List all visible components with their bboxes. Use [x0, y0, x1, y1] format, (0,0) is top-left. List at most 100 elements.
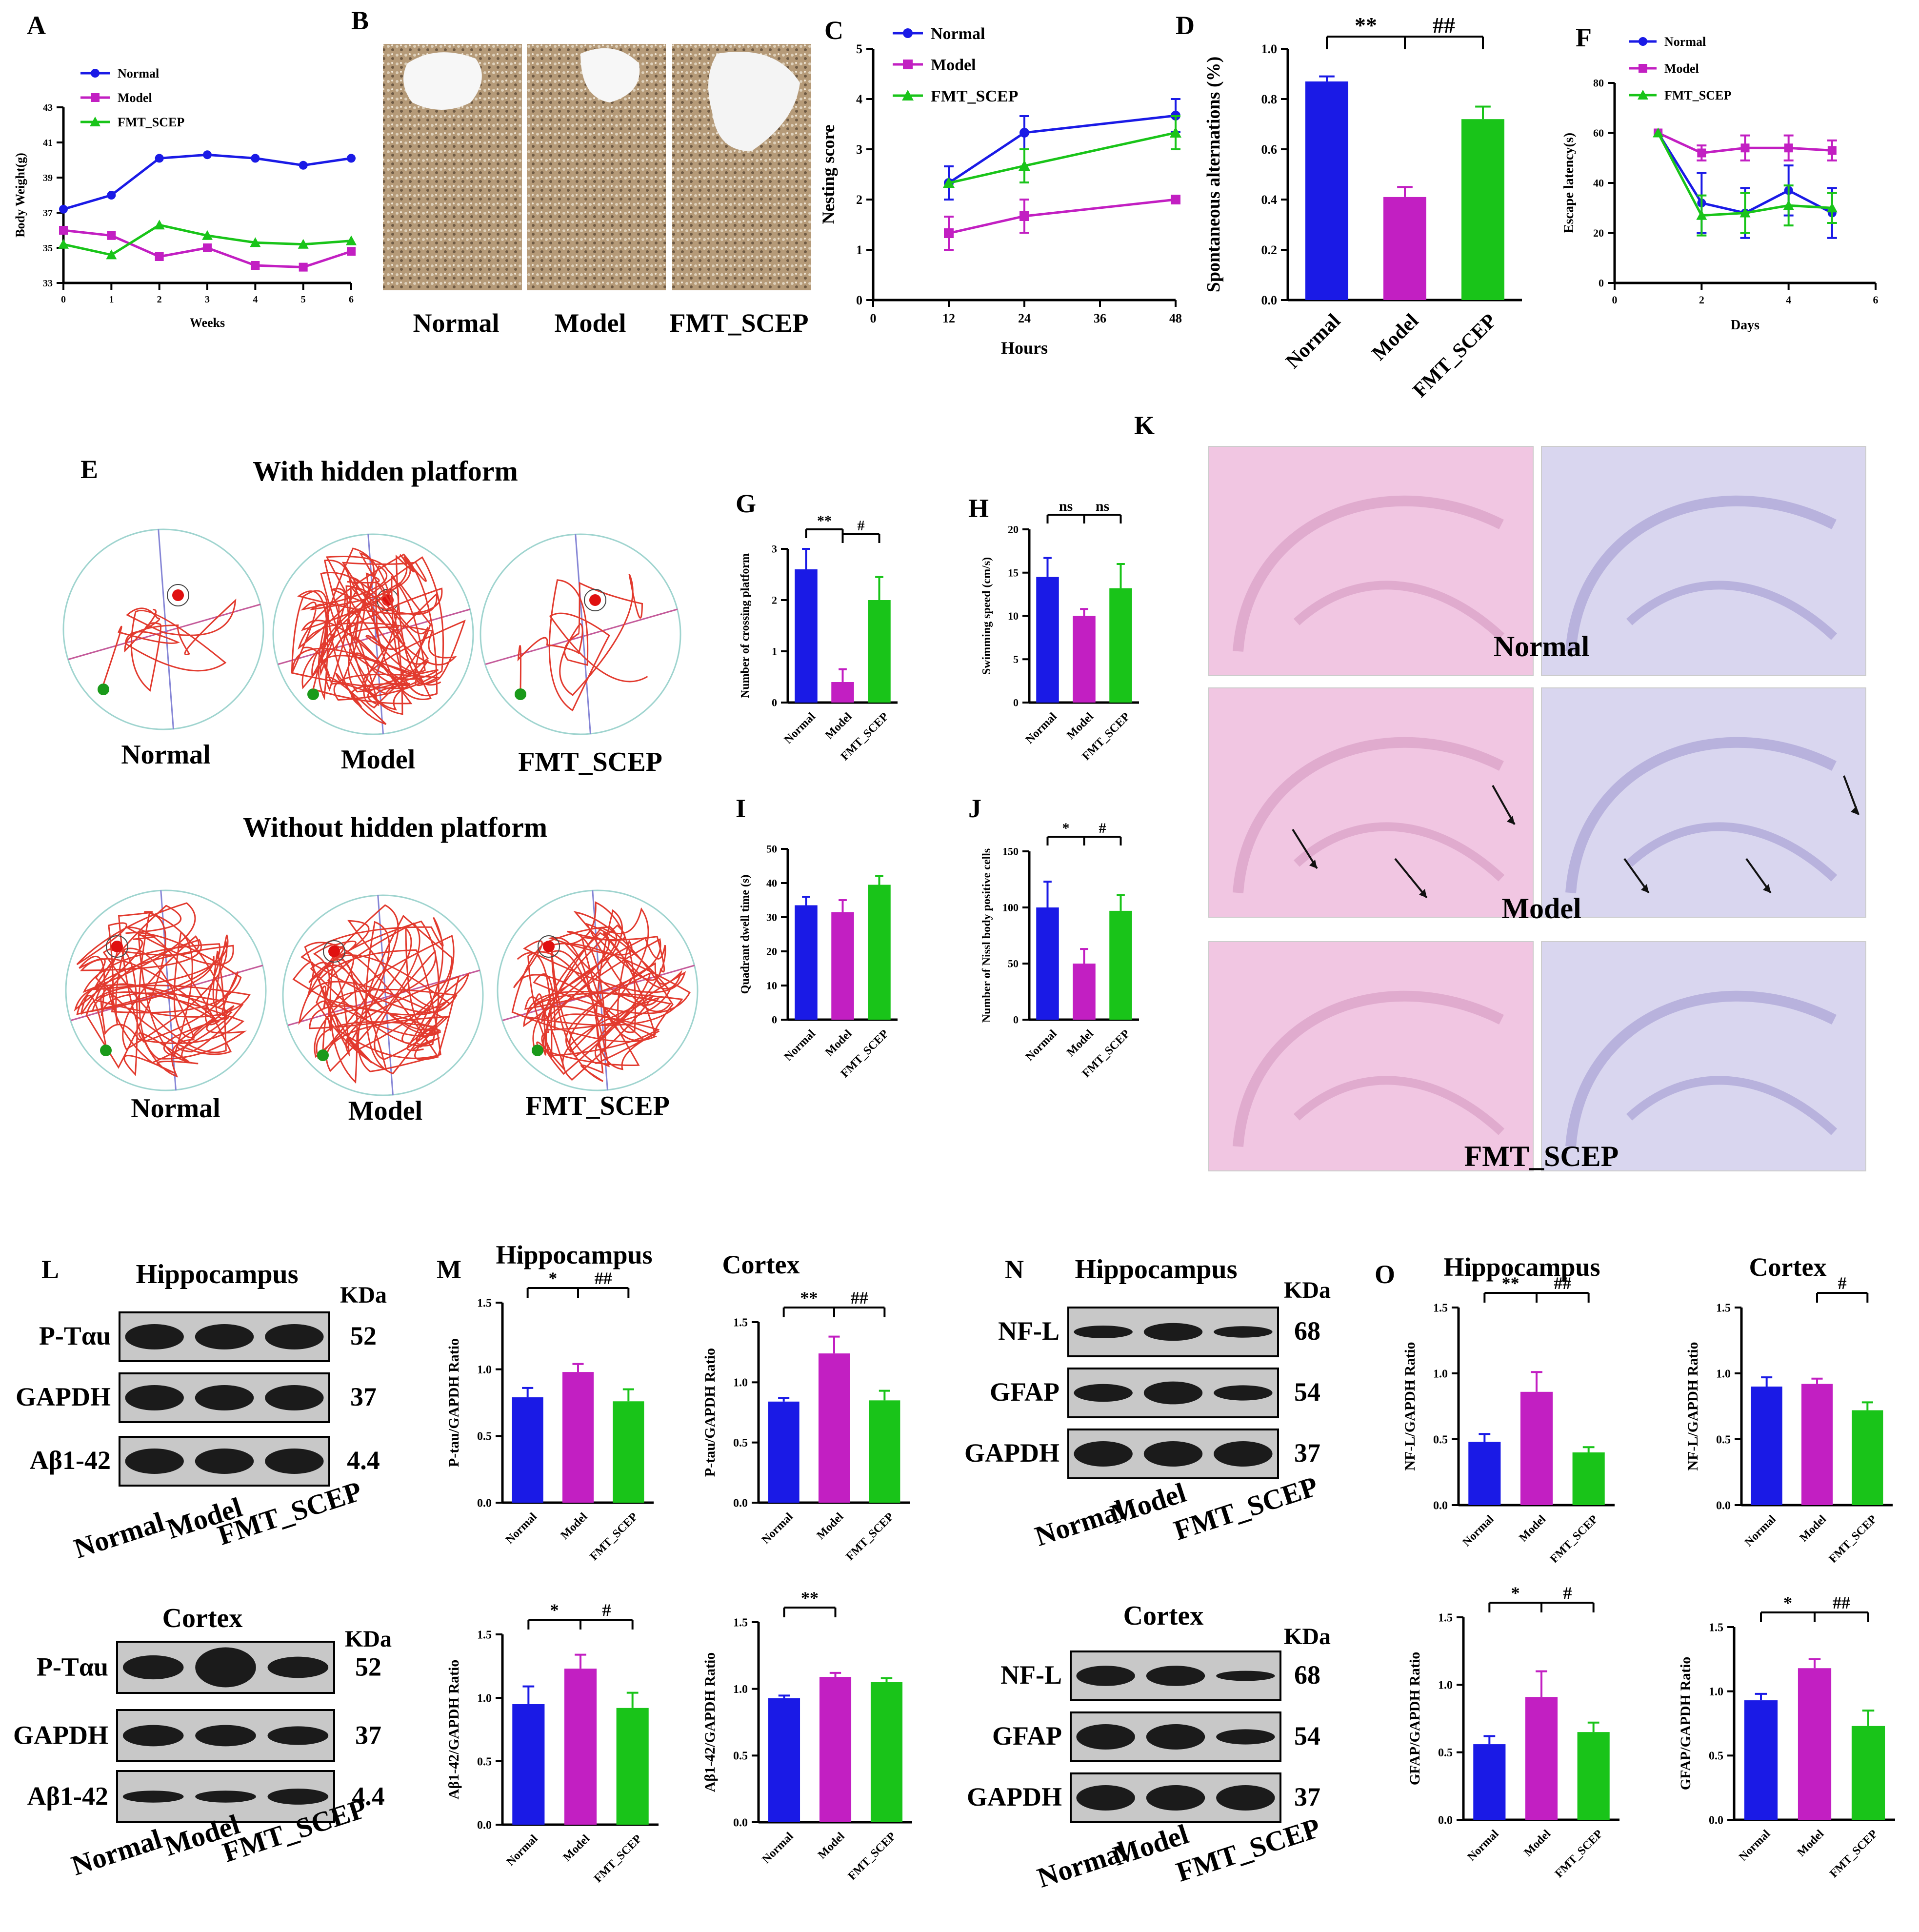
chart-title: Cortex	[1749, 1252, 1827, 1282]
blot-title: Cortex	[162, 1603, 243, 1633]
sig-label: ##	[851, 1288, 868, 1308]
x-tick-label: FMT_SCEP	[592, 1832, 644, 1885]
x-tick-label: Normal	[1281, 310, 1345, 373]
blot-band	[267, 1656, 329, 1678]
blot-band	[195, 1647, 256, 1688]
x-tick-label: 6	[1873, 294, 1879, 306]
panel-letter-N: N	[1005, 1255, 1024, 1284]
legend-label: FMT_SCEP	[118, 115, 184, 129]
y-tick-label: 40	[766, 877, 777, 889]
sig-label: ##	[1433, 13, 1455, 38]
panel-letter-B: B	[351, 6, 369, 35]
legend-label: FMT_SCEP	[931, 87, 1018, 105]
legend-label: Model	[118, 91, 152, 105]
x-tick-label: 4	[1786, 294, 1791, 306]
tissue-band	[1626, 581, 1838, 640]
blot-band	[1216, 1785, 1275, 1811]
x-tick-label: Model	[561, 1832, 593, 1864]
blot-band	[1074, 1441, 1133, 1467]
pool-circle	[62, 528, 264, 730]
bar-Model	[1520, 1391, 1553, 1505]
data-point	[1697, 148, 1706, 158]
data-point	[1653, 127, 1664, 138]
legend-marker	[91, 93, 100, 102]
blot-title: Hippocampus	[1075, 1254, 1238, 1285]
kda-value: 4.4	[347, 1446, 380, 1475]
kda-value: 37	[1294, 1782, 1320, 1811]
sig-label: *	[550, 1600, 559, 1620]
kda-value: 54	[1294, 1377, 1320, 1407]
bar-chart-M1: 0.0 0.5 1.0 1.5 P-tau/GAPDH Ratio Normal Model…	[446, 1240, 654, 1563]
x-tick-label: 3	[205, 294, 210, 305]
bar-Normal	[795, 905, 818, 1020]
series-line-FMT_SCEP	[948, 131, 1176, 184]
tissue-band	[1233, 737, 1504, 893]
track-label: Normal	[121, 740, 211, 770]
x-tick-label: Normal	[1737, 1828, 1773, 1864]
y-axis-label: Aβ1-42/GAPDH Ratio	[702, 1652, 718, 1792]
blot-band	[122, 1791, 184, 1803]
arrow-line	[1394, 858, 1428, 899]
platform-marker	[589, 594, 601, 606]
data-point	[299, 262, 308, 272]
blot-band	[1214, 1385, 1273, 1401]
y-tick-label: 100	[1002, 902, 1019, 914]
y-tick-label: 35	[43, 243, 53, 254]
sig-label: ##	[595, 1268, 612, 1288]
track-label: FMT_SCEP	[525, 1091, 670, 1121]
y-axis-label: Quadrant dwell time (s)	[739, 875, 752, 994]
histology-row-label: Model	[1501, 892, 1581, 925]
track-label: FMT_SCEP	[518, 747, 662, 777]
legend-marker	[91, 69, 100, 78]
y-tick-label: 1.0	[477, 1364, 492, 1376]
x-tick-label: Normal	[760, 1510, 796, 1547]
y-axis-label: Aβ1-42/GAPDH Ratio	[446, 1660, 462, 1800]
bar-Normal	[768, 1401, 800, 1503]
y-tick-label: 33	[43, 278, 53, 289]
data-point	[58, 239, 69, 249]
x-tick-label: Model	[823, 1027, 855, 1059]
bar-Model	[1801, 1384, 1833, 1505]
legend-marker	[903, 28, 913, 38]
legend-label: FMT_SCEP	[1664, 88, 1731, 102]
data-point	[250, 237, 261, 247]
blot-band	[267, 1726, 329, 1745]
y-tick-label: 0.0	[477, 1497, 492, 1509]
bar-chart-H: 0 5 10 15 20 Swimming speed (cm/s) Normal Model…	[980, 498, 1139, 763]
x-tick-label: 24	[1018, 311, 1031, 325]
data-point	[107, 231, 116, 240]
data-point	[1739, 207, 1751, 218]
blot-band	[1216, 1670, 1275, 1681]
data-point	[1784, 143, 1793, 153]
bar-Model	[1525, 1697, 1558, 1820]
nest-cotton	[580, 48, 640, 102]
blot-band	[195, 1791, 256, 1803]
blot-row-label: GAPDH	[967, 1782, 1062, 1811]
bar-FMT_SCEP	[868, 600, 891, 703]
blot-band	[1143, 1441, 1203, 1467]
y-tick-label: 0	[1599, 277, 1604, 289]
x-tick-label: Model	[1368, 310, 1423, 365]
blot-band	[265, 1385, 324, 1410]
data-point	[1019, 211, 1029, 221]
sig-label: #	[1099, 820, 1106, 836]
y-tick-label: 1.0	[733, 1377, 748, 1389]
x-tick-label: FMT_SCEP	[1827, 1828, 1880, 1880]
y-tick-label: 0.2	[1261, 243, 1278, 257]
data-point	[1170, 127, 1181, 138]
x-tick-label: Model	[815, 1510, 846, 1542]
platform-outline	[538, 935, 560, 958]
y-tick-label: 2	[772, 594, 777, 606]
sig-label: ns	[1059, 498, 1073, 514]
data-point	[203, 243, 212, 252]
sig-label: **	[817, 513, 832, 529]
tissue-band	[1233, 990, 1504, 1147]
tissue-band	[1233, 495, 1504, 652]
start-marker	[515, 688, 526, 700]
legend-label: Model	[1664, 61, 1699, 76]
y-tick-label: 0.4	[1261, 193, 1278, 207]
lane-label: Normal	[68, 1823, 166, 1882]
line-chart-F: 0 20 40 60 80 Escape latency(s) 0 2 4 6 Days Normal…	[1561, 35, 1879, 333]
y-tick-label: 0.5	[733, 1437, 748, 1449]
